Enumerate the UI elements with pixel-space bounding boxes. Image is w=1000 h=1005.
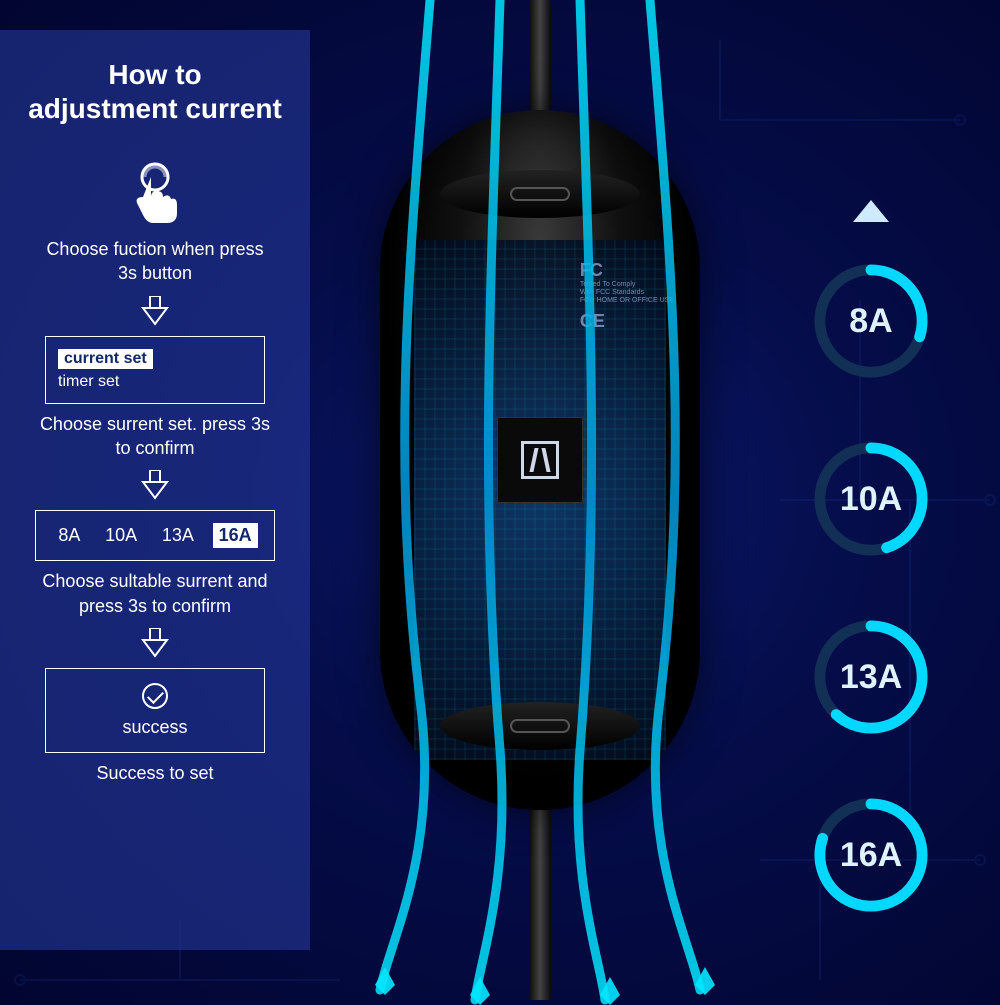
amp-opt-3: 16A <box>213 523 258 548</box>
menu-current-set: current set <box>58 349 153 369</box>
arrow-down-icon <box>141 296 169 326</box>
touch-icon <box>121 155 189 223</box>
instruction-panel: How to adjustment current Choose fuction… <box>0 30 310 950</box>
arrow-down-icon <box>141 628 169 658</box>
amp-rings: 8A 10A 13A 16A <box>812 200 930 914</box>
success-label: success <box>122 717 187 738</box>
check-icon <box>142 683 168 709</box>
step4-text: Success to set <box>35 761 275 785</box>
amp-opt-0: 8A <box>52 523 86 548</box>
amp-opt-2: 13A <box>156 523 200 548</box>
panel-title: How to adjustment current <box>24 58 286 125</box>
amp-opt-1: 10A <box>99 523 143 548</box>
menu-box: current set timer set <box>45 336 265 404</box>
ring-8a: 8A <box>812 262 930 380</box>
ring-16a: 16A <box>812 796 930 914</box>
arrow-down-icon <box>141 470 169 500</box>
ring-10a: 10A <box>812 440 930 558</box>
step1-text: Choose fuction when press 3s button <box>35 237 275 286</box>
success-box: success <box>45 668 265 753</box>
step2-text: Choose surrent set. press 3s to confirm <box>35 412 275 461</box>
menu-timer-set: timer set <box>58 373 119 391</box>
step3-text: Choose sultable surrent and press 3s to … <box>35 569 275 618</box>
ring-13a: 13A <box>812 618 930 736</box>
energy-streams <box>350 0 730 1000</box>
up-arrow-icon <box>853 200 889 222</box>
amp-options-box: 8A 10A 13A 16A <box>35 510 275 561</box>
